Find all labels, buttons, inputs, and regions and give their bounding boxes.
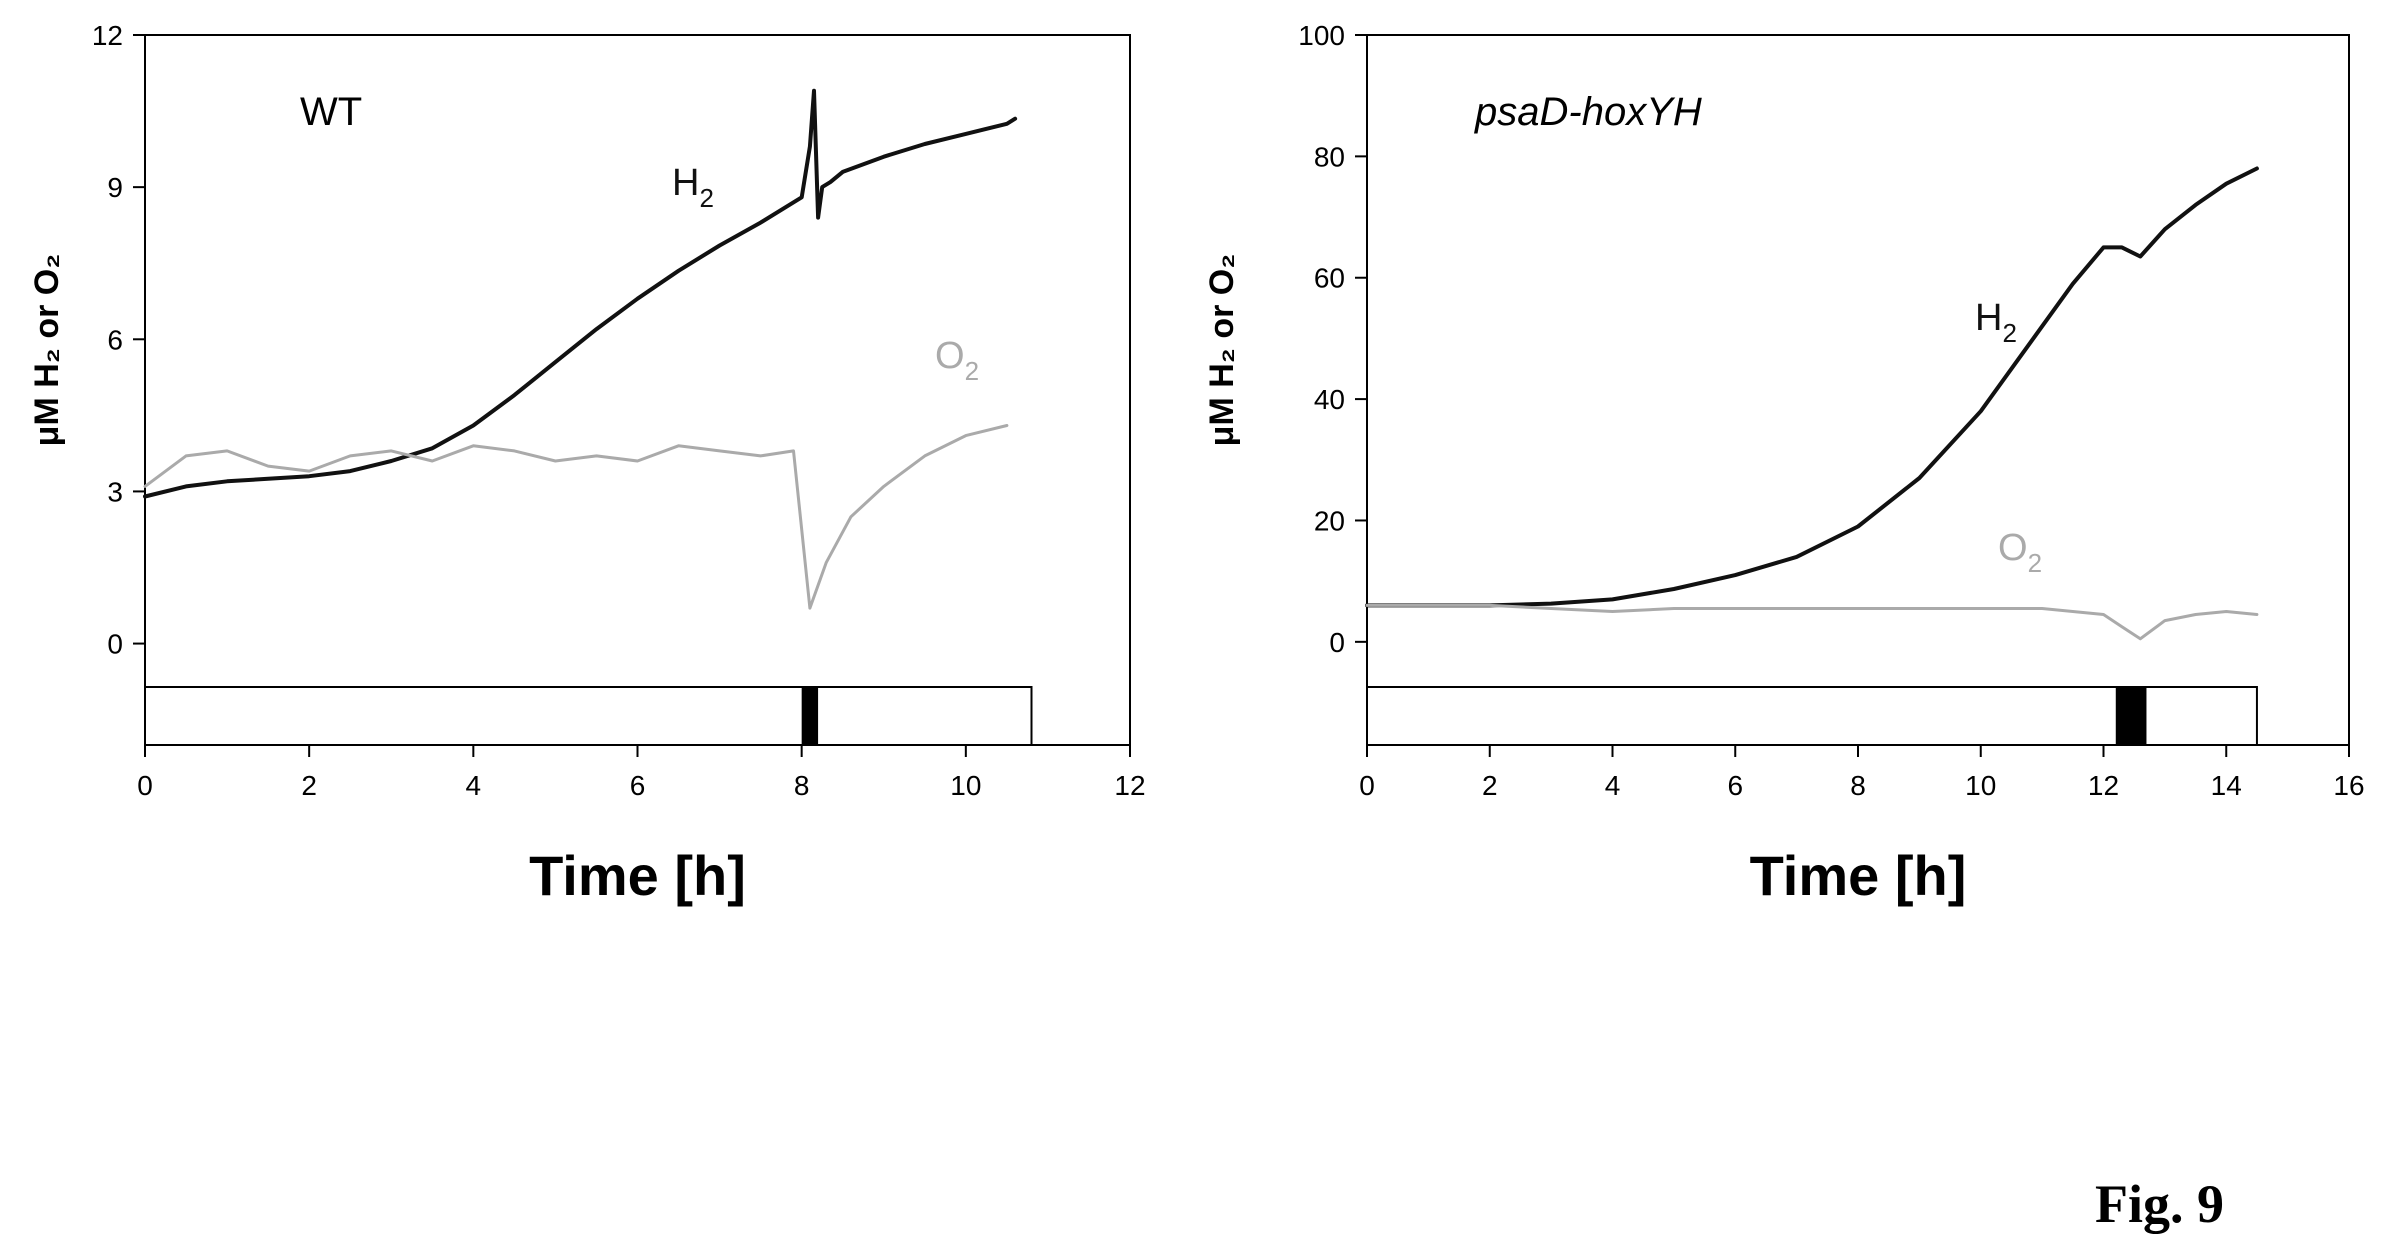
x-tick-label: 8 <box>1850 770 1866 801</box>
y-tick-label: 100 <box>1298 20 1345 51</box>
y-tick-label: 0 <box>1329 627 1345 658</box>
series-label-main: H <box>1975 297 2002 339</box>
x-axis-title: Time [h] <box>529 844 746 907</box>
dark-period-bar <box>801 687 819 745</box>
plot-frame <box>144 34 1131 746</box>
o2-series-label: O2 <box>935 335 979 386</box>
y-tick-label: 12 <box>92 20 123 51</box>
panel-label: psaD-hoxYH <box>1474 90 1702 134</box>
x-axis-title: Time [h] <box>1750 844 1967 907</box>
h2-series-line <box>1365 166 2259 608</box>
plot-frame <box>1366 34 2350 746</box>
panel-label: WT <box>300 90 362 134</box>
series-label-subscript: 2 <box>2028 548 2042 578</box>
y-tick-label: 80 <box>1314 141 1345 172</box>
series-label-main: H <box>672 162 699 204</box>
series-label-subscript: 2 <box>965 356 979 386</box>
x-tick-label: 10 <box>950 770 981 801</box>
x-tick-label: 16 <box>2333 770 2364 801</box>
x-tick-label: 2 <box>301 770 317 801</box>
x-tick-label: 4 <box>466 770 482 801</box>
series-label-main: O <box>935 335 965 377</box>
x-tick-label: 10 <box>1965 770 1996 801</box>
y-tick-label: 20 <box>1314 505 1345 536</box>
x-tick-label: 6 <box>630 770 646 801</box>
x-tick-label: 12 <box>1114 770 1145 801</box>
y-axis-title: μM H₂ or O₂ <box>1203 254 1241 447</box>
x-tick-label: 8 <box>794 770 810 801</box>
h2-series-label: H2 <box>1975 297 2017 348</box>
y-tick-label: 60 <box>1314 263 1345 294</box>
x-tick-label: 0 <box>1359 770 1375 801</box>
y-axis-title: μM H₂ or O₂ <box>28 254 66 447</box>
series-label-subscript: 2 <box>699 183 713 213</box>
y-tick-label: 40 <box>1314 384 1345 415</box>
h2-series-line <box>143 88 1018 499</box>
series-label-main: O <box>1998 527 2028 569</box>
y-tick-label: 9 <box>107 172 123 203</box>
y-tick-label: 3 <box>107 476 123 507</box>
y-tick-label: 0 <box>107 629 123 660</box>
x-tick-label: 14 <box>2211 770 2242 801</box>
series-label-subscript: 2 <box>2002 318 2016 348</box>
o2-series-label: O2 <box>1998 527 2042 578</box>
x-tick-label: 2 <box>1482 770 1498 801</box>
o2-series-line <box>1365 603 2259 641</box>
h2-series-label: H2 <box>672 162 714 213</box>
x-tick-label: 0 <box>137 770 153 801</box>
light-period-bar <box>144 686 1033 746</box>
dark-period-bar <box>2115 687 2147 745</box>
light-period-bar <box>1366 686 2258 746</box>
figure-label: Fig. 9 <box>2095 1174 2224 1234</box>
x-tick-label: 4 <box>1605 770 1621 801</box>
x-tick-label: 6 <box>1727 770 1743 801</box>
y-tick-label: 6 <box>107 324 123 355</box>
x-tick-label: 12 <box>2088 770 2119 801</box>
o2-series-line <box>143 424 1009 610</box>
chart-panel-psad-hoxyh: 0 2 4 6 8 10 12 14 16 0 20 40 60 80 100 Time [h] μM H₂ o… <box>1203 20 2365 907</box>
